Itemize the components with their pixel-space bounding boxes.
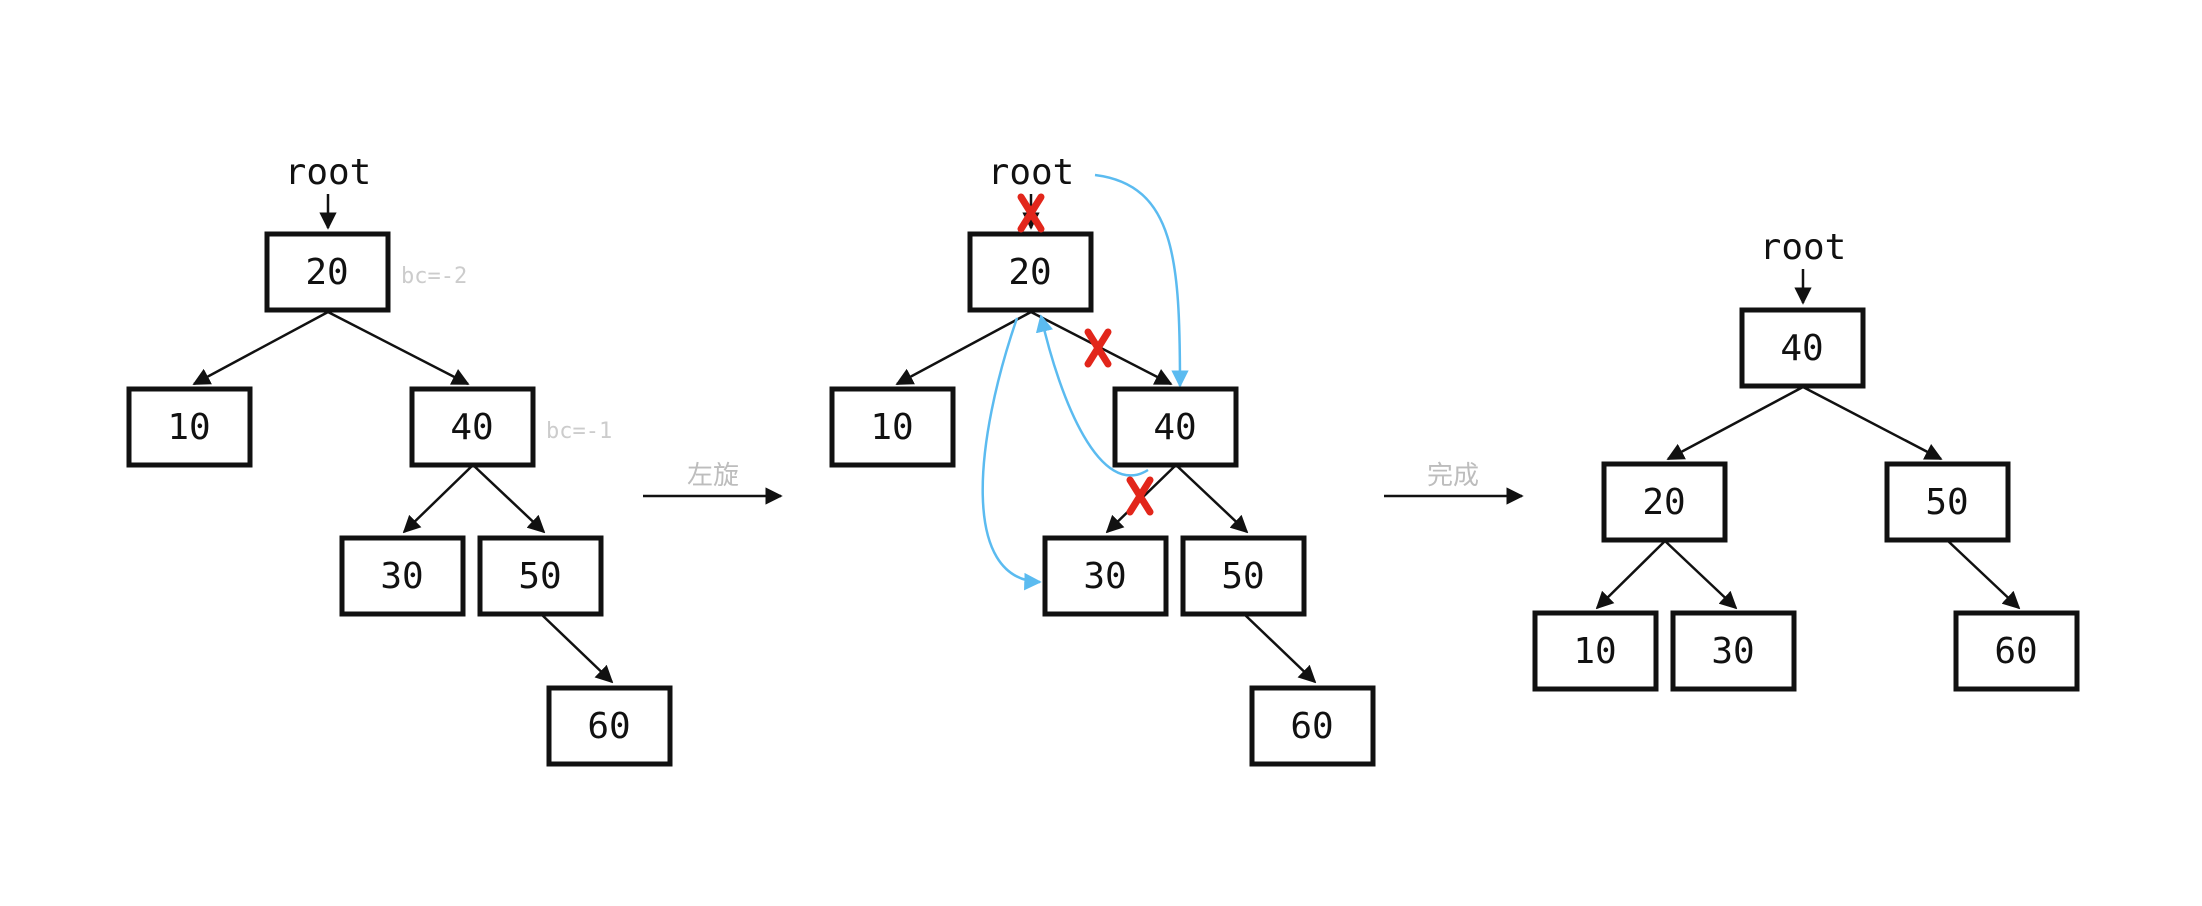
tree-node-60: 60 [1249, 685, 1376, 767]
step-label: 完成 [1427, 461, 1479, 491]
child-to-parent-arrow [1035, 314, 1149, 477]
node-label: 10 [870, 407, 913, 448]
edge-40-30 [402, 464, 474, 534]
subtree-move-arrow [981, 317, 1042, 591]
node-label: 50 [1925, 482, 1968, 523]
edge-20-10 [895, 310, 1032, 386]
edge-40-50 [1802, 385, 1943, 461]
edge-20-10 [1595, 540, 1666, 610]
tree-node-50: 50 [1884, 461, 2011, 543]
root-label: root [285, 152, 372, 193]
tree-node-20: 20 [1601, 461, 1728, 543]
balance-factor-label: bc=-1 [546, 419, 612, 444]
step-done: 完成 [1384, 461, 1524, 505]
edge-20-40 [327, 310, 470, 386]
node-label: 60 [1290, 706, 1333, 747]
tree-after: root 40 20 50 10 30 60 [1532, 227, 2080, 692]
edge-20-30 [1664, 540, 1738, 610]
node-label: 10 [1573, 631, 1616, 672]
node-label: 20 [1642, 482, 1685, 523]
root-label: root [1760, 227, 1847, 268]
removed-link-cross-icon [1017, 193, 1045, 233]
tree-node-10: 10 [126, 386, 253, 468]
node-label: 50 [518, 556, 561, 597]
edge-50-60 [1243, 613, 1317, 684]
node-label: 30 [380, 556, 423, 597]
edge-50-60 [1947, 540, 2021, 610]
step-rotate: 左旋 [643, 461, 783, 505]
node-label: 30 [1083, 556, 1126, 597]
tree-node-60: 60 [1953, 610, 2080, 692]
tree-node-50: 50 [1180, 535, 1307, 617]
root-reassign-arrow [1094, 173, 1189, 388]
balance-factor-label: bc=-2 [401, 264, 467, 289]
step-label: 左旋 [687, 461, 739, 491]
edge-40-20 [1666, 385, 1804, 461]
node-label: 20 [305, 252, 348, 293]
tree-node-10: 10 [829, 386, 956, 468]
tree-during: root 20 10 40 30 50 [829, 152, 1376, 767]
node-label: 40 [1153, 407, 1196, 448]
removed-link-cross-icon [1126, 476, 1154, 516]
tree-node-40: 40 [1112, 386, 1239, 468]
node-label: 60 [587, 706, 630, 747]
node-label: 50 [1221, 556, 1264, 597]
node-label: 60 [1994, 631, 2037, 672]
node-label: 10 [167, 407, 210, 448]
tree-node-30: 30 [1042, 535, 1169, 617]
edge-50-60 [540, 613, 614, 684]
tree-node-30: 30 [339, 535, 466, 617]
root-label: root [988, 152, 1075, 193]
node-label: 20 [1008, 252, 1051, 293]
tree-node-40: 40 [409, 386, 536, 468]
node-label: 40 [450, 407, 493, 448]
tree-node-40: 40 [1739, 307, 1866, 389]
tree-node-20: 20 [264, 231, 391, 313]
tree-node-10: 10 [1532, 610, 1659, 692]
node-label: 30 [1711, 631, 1754, 672]
tree-node-20: 20 [967, 231, 1094, 313]
tree-node-50: 50 [477, 535, 604, 617]
removed-link-cross-icon [1084, 328, 1112, 368]
tree-before: root 20 bc=-2 10 40 bc=-1 30 50 [126, 152, 673, 767]
tree-node-60: 60 [546, 685, 673, 767]
edge-40-50 [472, 464, 546, 534]
node-label: 40 [1780, 328, 1823, 369]
edge-40-50 [1175, 464, 1249, 534]
edge-20-10 [192, 310, 329, 386]
tree-node-30: 30 [1670, 610, 1797, 692]
